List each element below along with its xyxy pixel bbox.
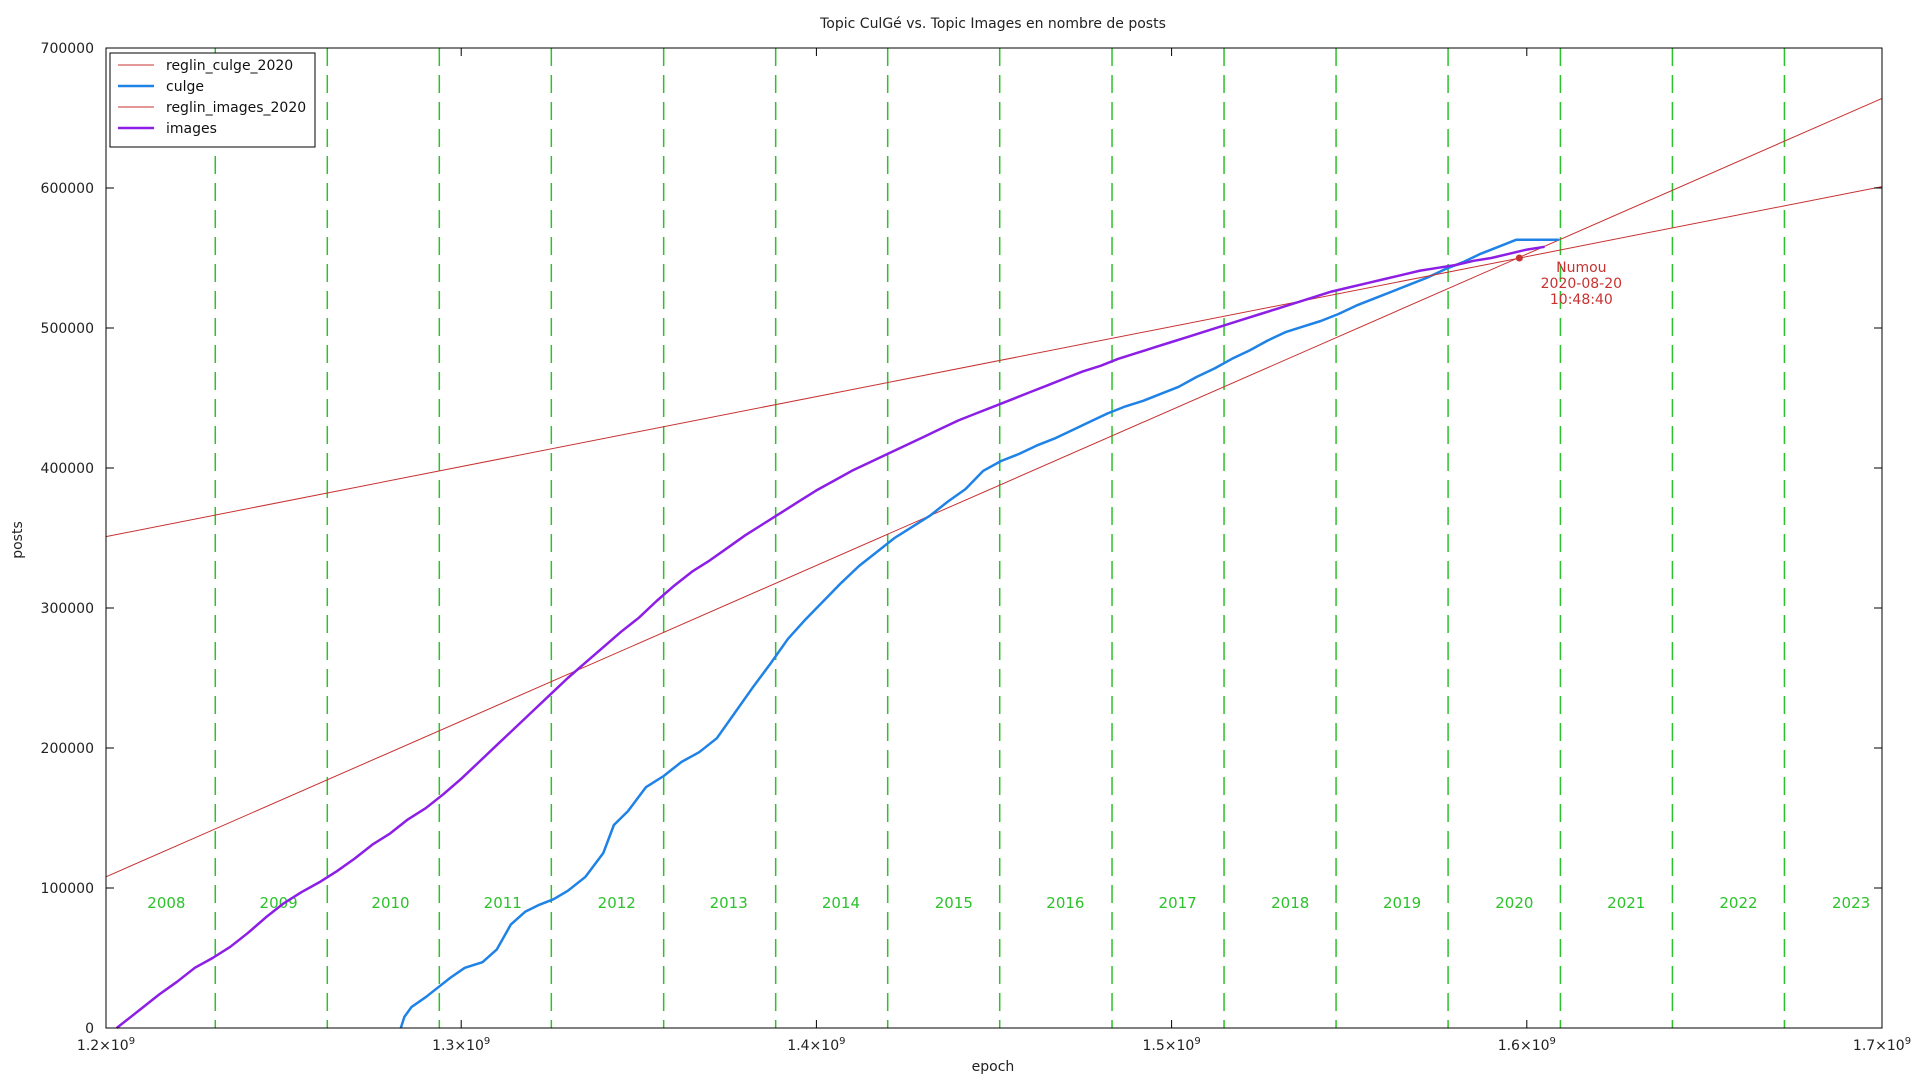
- legend-label-images: images: [166, 121, 217, 137]
- year-label-2016: 2016: [1046, 894, 1084, 912]
- annotation-line-0: Numou: [1556, 260, 1606, 276]
- year-label-2009: 2009: [260, 894, 298, 912]
- x-tick-label-1: 1.3×109: [432, 1036, 490, 1054]
- y-tick-label-5: 500000: [41, 321, 94, 337]
- year-label-2022: 2022: [1719, 894, 1757, 912]
- x-tick-label-2: 1.4×109: [787, 1036, 845, 1054]
- series-reglin_images_2020: [105, 186, 1883, 538]
- y-axis: 0 100000 200000 300000 400000 500000 600000 700…: [41, 41, 1882, 1037]
- year-label-2020: 2020: [1495, 894, 1533, 912]
- series-lines: [105, 97, 1883, 1029]
- series-images: [115, 245, 1545, 1029]
- legend-label-reglin_culge_2020: reglin_culge_2020: [166, 58, 293, 74]
- y-tick-label-2: 200000: [41, 741, 94, 757]
- x-axis: 1.2×109 1.3×109 1.4×109 1.5×109 1.6×109 1.7×1…: [77, 48, 1911, 1054]
- y-tick-label-4: 400000: [41, 461, 94, 477]
- y-tick-label-1: 100000: [41, 881, 94, 897]
- series-reglin_culge_2020: [105, 97, 1883, 878]
- year-label-2017: 2017: [1159, 894, 1197, 912]
- year-label-2023: 2023: [1832, 894, 1870, 912]
- year-label-2008: 2008: [147, 894, 185, 912]
- year-label-2011: 2011: [484, 894, 522, 912]
- y-tick-label-0: 0: [85, 1021, 94, 1037]
- x-axis-label: epoch: [972, 1059, 1015, 1075]
- year-boundary-lines: [214, 48, 1786, 1028]
- year-label-2021: 2021: [1607, 894, 1645, 912]
- annotation-line-2: 10:48:40: [1550, 292, 1613, 308]
- legend-box: [109, 52, 316, 148]
- y-axis-label: posts: [10, 521, 26, 559]
- legend-label-culge: culge: [166, 79, 204, 95]
- y-tick-label-7: 700000: [41, 41, 94, 57]
- year-label-2018: 2018: [1271, 894, 1309, 912]
- y-tick-label-6: 600000: [41, 181, 94, 197]
- year-labels: 2008 2009 2010 2011 2012 2013 2014 2015 2016 2017…: [147, 894, 1870, 912]
- plot-frame: [105, 47, 1883, 1029]
- x-tick-label-4: 1.6×109: [1498, 1036, 1556, 1054]
- legend-label-reglin_images_2020: reglin_images_2020: [166, 100, 306, 116]
- year-label-2013: 2013: [710, 894, 748, 912]
- x-tick-label-3: 1.5×109: [1143, 1036, 1201, 1054]
- series-culge: [399, 238, 1559, 1029]
- year-label-2014: 2014: [822, 894, 860, 912]
- y-tick-label-3: 300000: [41, 601, 94, 617]
- year-label-2012: 2012: [598, 894, 636, 912]
- x-tick-label-0: 1.2×109: [77, 1036, 135, 1054]
- annotation-line-1: 2020-08-20: [1541, 276, 1622, 292]
- chart-title: Topic CulGé vs. Topic Images en nombre d…: [819, 16, 1166, 32]
- year-label-2010: 2010: [371, 894, 409, 912]
- annotation-point: [1515, 254, 1523, 262]
- year-label-2015: 2015: [935, 894, 973, 912]
- x-tick-label-5: 1.7×109: [1853, 1036, 1911, 1054]
- year-label-2019: 2019: [1383, 894, 1421, 912]
